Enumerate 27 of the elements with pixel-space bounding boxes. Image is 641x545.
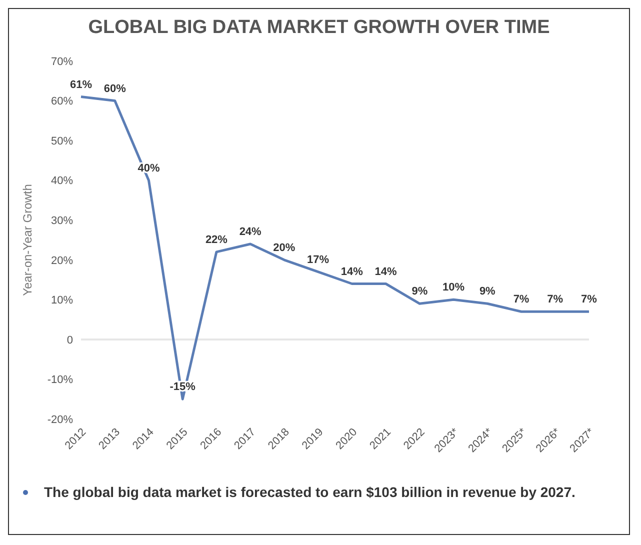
data-label: 9% (479, 286, 496, 298)
y-axis-title: Year-on-Year Growth (20, 184, 34, 296)
y-tick-label: 70% (50, 56, 74, 68)
y-tick-label: 10% (50, 294, 74, 307)
data-label: 9% (412, 286, 428, 298)
data-label: 7% (513, 294, 530, 306)
data-label: 10% (442, 282, 465, 294)
data-label: 17% (307, 254, 330, 266)
data-label: 24% (239, 226, 262, 238)
text: The global big data market is forecasted to earn $103 billion in revenue by 2027. (44, 483, 576, 502)
data-label: 20% (273, 242, 296, 254)
data-label: 7% (581, 294, 598, 306)
data-label: 14% (340, 266, 364, 278)
chart-title: GLOBAL BIG DATA MARKET GROWTH OVER TIME (87, 17, 551, 39)
y-tick-label: 40% (50, 175, 74, 188)
y-tick-label: 30% (50, 215, 74, 228)
data-label: 14% (374, 266, 398, 278)
y-tick-label: 50% (50, 135, 74, 148)
y-tick-label: -20% (47, 414, 74, 426)
data-label: 7% (547, 294, 564, 306)
y-tick-label: 60% (50, 96, 74, 108)
data-label: 61% (70, 78, 92, 91)
y-tick-label: -10% (47, 374, 74, 386)
y-tick-label: 0 (66, 334, 73, 346)
y-tick-label: 20% (50, 254, 74, 267)
data-label: 22% (205, 234, 228, 246)
data-label: 60% (104, 82, 126, 95)
